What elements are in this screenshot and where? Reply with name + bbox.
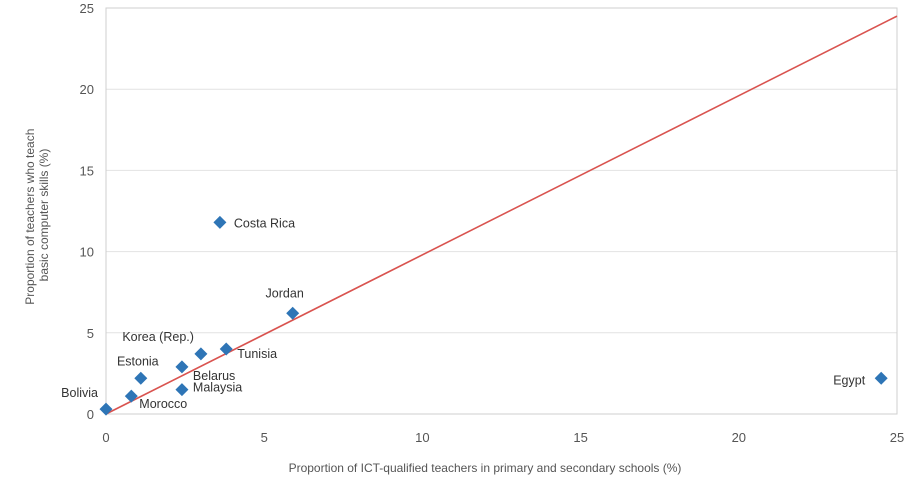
y-tick-label-3: 15: [80, 163, 94, 178]
data-point-costa-rica: [213, 215, 227, 229]
y-axis-label-line-2: basic computer skills (%): [37, 149, 51, 282]
data-points: [99, 215, 888, 416]
data-point-bolivia: [99, 402, 113, 416]
point-label-3: Malaysia: [193, 381, 242, 395]
point-label-9: Egypt: [833, 373, 865, 387]
x-tick-label-2: 10: [415, 430, 429, 445]
point-label-4: Belarus: [193, 369, 235, 383]
data-point-korea-rep: [194, 347, 208, 361]
point-label-2: Estonia: [117, 354, 159, 368]
point-label-5: Korea (Rep.): [122, 330, 194, 344]
y-tick-label-4: 20: [80, 82, 94, 97]
point-label-6: Tunisia: [237, 347, 277, 361]
x-axis-label: Proportion of ICT-qualified teachers in …: [289, 461, 682, 475]
y-axis-label: Proportion of teachers who teach basic c…: [23, 125, 51, 304]
point-label-8: Jordan: [266, 286, 304, 300]
data-point-jordan: [286, 306, 300, 320]
point-label-7: Costa Rica: [234, 216, 295, 230]
y-axis-ticks: 0 5 10 15 20 25: [80, 1, 94, 422]
plot-frame: [105, 7, 898, 415]
y-tick-label-0: 0: [87, 407, 94, 422]
data-point-malaysia: [175, 383, 189, 397]
x-tick-label-4: 20: [732, 430, 746, 445]
y-axis-label-line-1: Proportion of teachers who teach: [23, 129, 37, 305]
y-tick-label-2: 10: [80, 245, 94, 260]
point-label-0: Bolivia: [61, 386, 98, 400]
x-tick-label-0: 0: [102, 430, 109, 445]
x-axis-ticks: 0 5 10 15 20 25: [102, 430, 904, 445]
x-tick-label-5: 25: [890, 430, 904, 445]
x-tick-label-3: 15: [573, 430, 587, 445]
data-point-morocco: [124, 389, 138, 403]
y-tick-label-1: 5: [87, 326, 94, 341]
point-label-1: Morocco: [139, 397, 187, 411]
data-point-egypt: [874, 371, 888, 385]
y-tick-label-5: 25: [80, 1, 94, 16]
x-tick-label-1: 5: [261, 430, 268, 445]
trendline: [105, 15, 898, 415]
data-point-estonia: [134, 371, 148, 385]
data-point-belarus: [175, 360, 189, 374]
trendline-group: [105, 15, 898, 415]
data-point-tunisia: [219, 342, 233, 356]
